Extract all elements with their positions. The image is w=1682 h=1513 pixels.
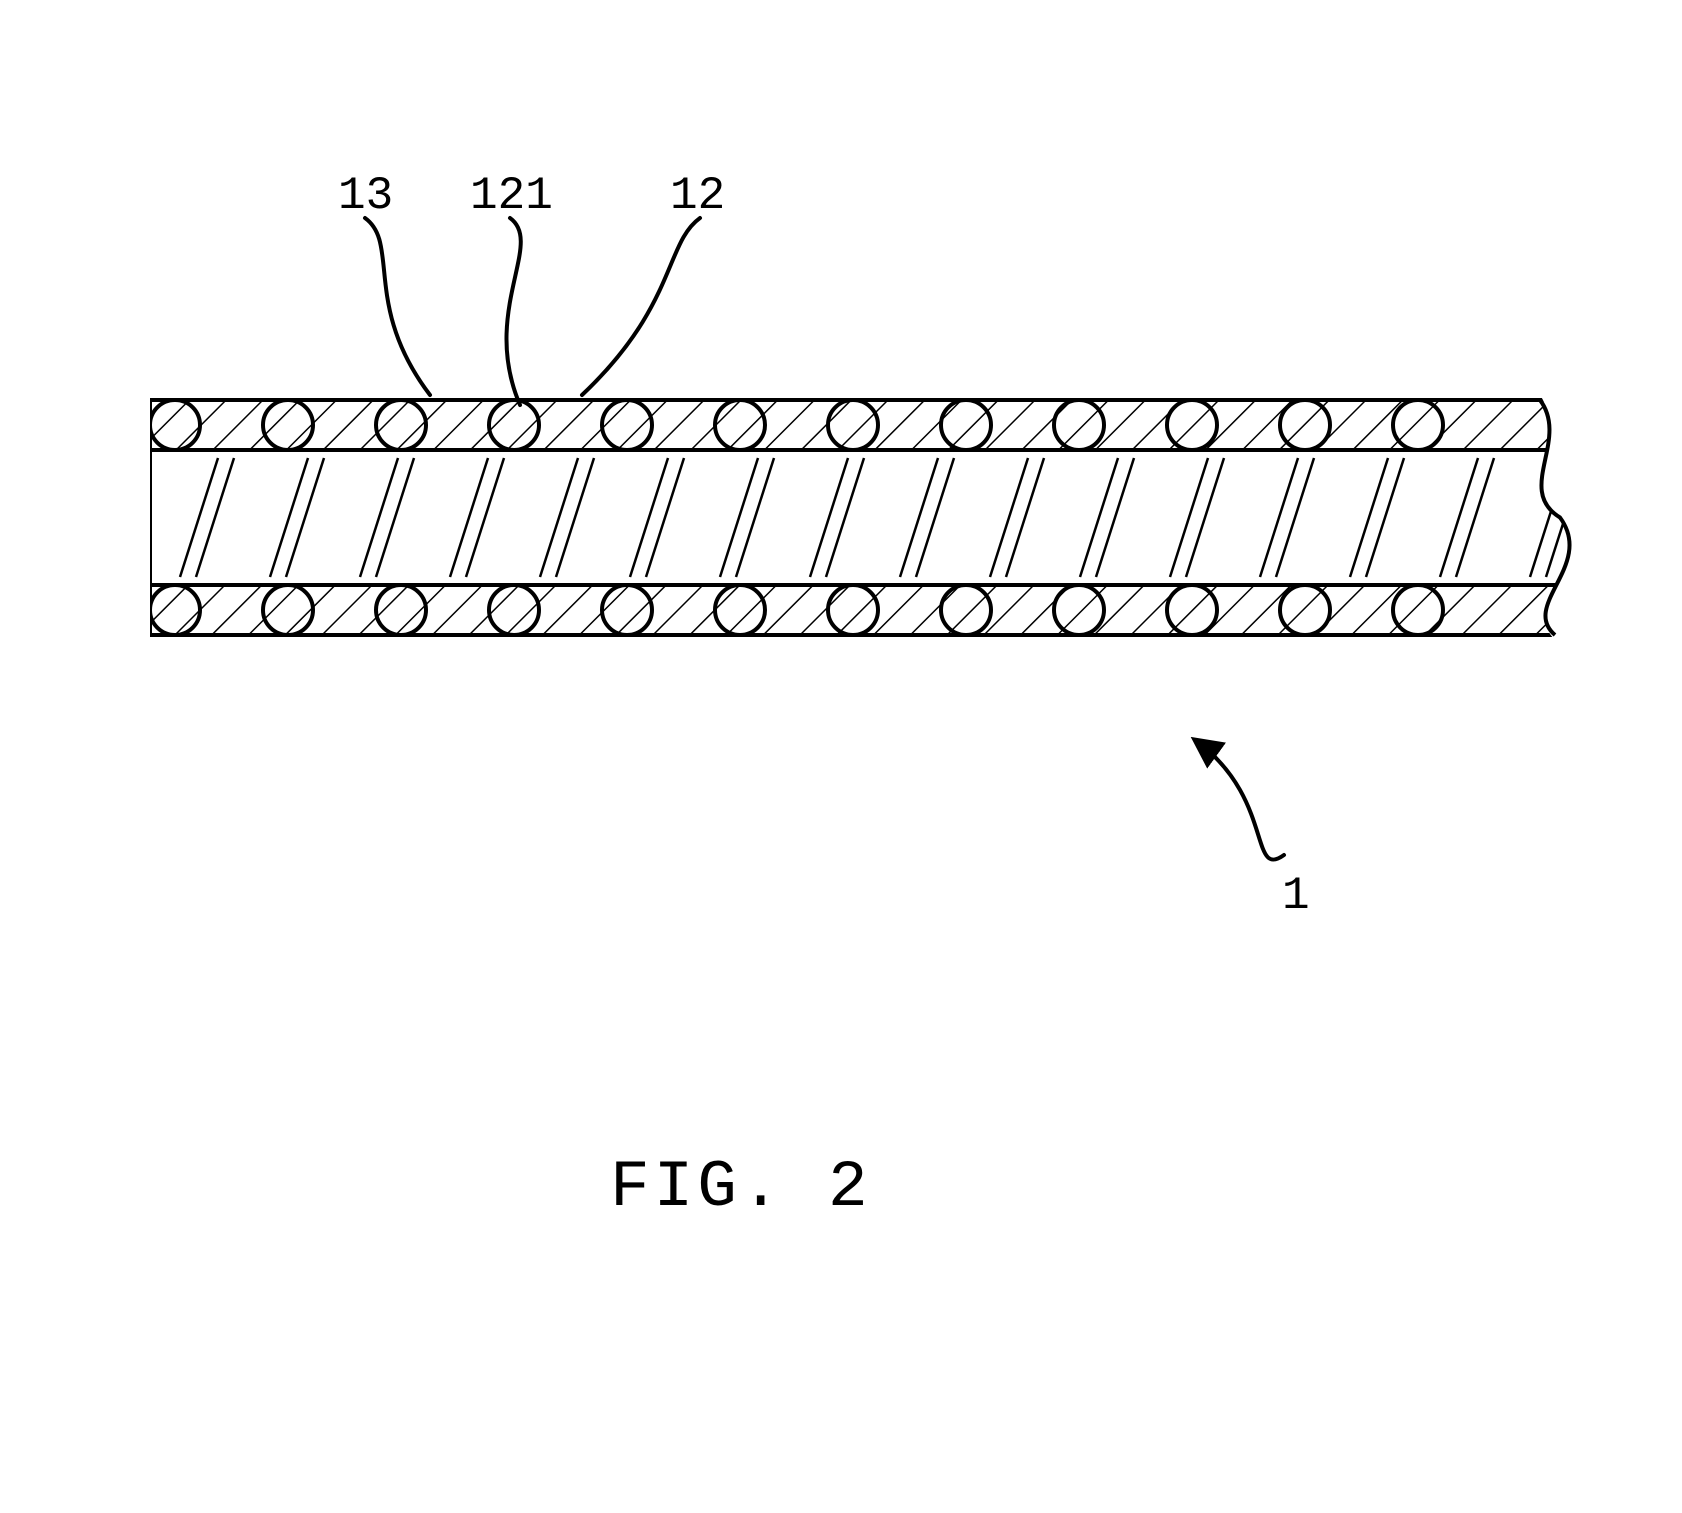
- figure-canvas: 13 121 12 1 FIG. 2: [0, 0, 1682, 1513]
- label-13: 13: [338, 170, 393, 222]
- label-12: 12: [670, 170, 725, 222]
- diagram-svg: [0, 0, 1682, 1513]
- label-121: 121: [470, 170, 553, 222]
- figure-caption: FIG. 2: [610, 1150, 872, 1225]
- label-1: 1: [1282, 870, 1310, 922]
